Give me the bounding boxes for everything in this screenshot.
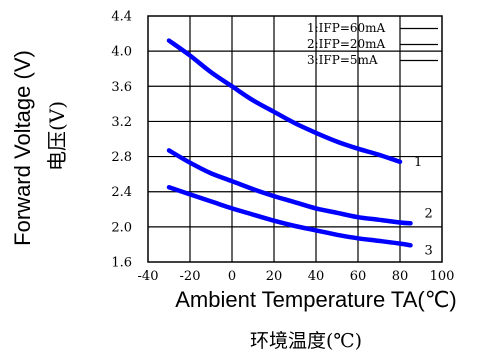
x-tick-label: 80 <box>392 269 409 284</box>
series-end-label-1: 1 <box>414 155 422 170</box>
series-line-3 <box>166 185 413 248</box>
y-axis-label-cn: 电压(V) <box>45 101 69 171</box>
series-end-labels: 1 2 3 <box>414 155 433 258</box>
axes: -40 -20 0 20 40 60 80 100 1.6 2.0 2.4 2.8 3.2 3.6 4.0 4… <box>111 10 454 285</box>
series-end-label-2: 2 <box>425 206 433 221</box>
legend-entry-label: 1:IFP=60mA <box>307 21 386 35</box>
x-tick-label: 0 <box>228 269 236 284</box>
series-line-2 <box>166 148 413 226</box>
y-tick-label: 3.2 <box>111 115 132 130</box>
y-tick-label: 4.4 <box>111 10 132 25</box>
legend-entry-label: 2:IFP=20mA <box>307 37 386 51</box>
x-tick-label: 100 <box>430 269 455 284</box>
legend: 1:IFP=60mA 2:IFP=20mA 3:IFP=5mA <box>307 21 438 67</box>
x-axis-label-cn: 环境温度(℃) <box>250 330 362 352</box>
series-end-label-3: 3 <box>425 243 433 258</box>
y-tick-label: 3.6 <box>111 80 132 95</box>
y-tick-label: 1.6 <box>111 256 132 271</box>
legend-entry-label: 3:IFP=5mA <box>307 53 378 67</box>
series-line-1 <box>166 38 403 165</box>
plot-frame <box>147 15 443 263</box>
x-tick-label: -40 <box>138 269 159 284</box>
y-tick-label: 4.0 <box>111 45 132 60</box>
y-axis-label: Forward Voltage (V) <box>10 50 35 246</box>
x-tick-label: 20 <box>266 269 283 284</box>
x-axis-label: Ambient Temperature TA(℃) <box>175 287 456 312</box>
y-tick-label: 2.8 <box>111 150 132 165</box>
x-tick-label: -20 <box>180 269 201 284</box>
x-tick-label: 40 <box>308 269 325 284</box>
x-tick-label: 60 <box>350 269 367 284</box>
y-tick-label: 2.4 <box>111 185 132 200</box>
y-tick-label: 2.0 <box>111 220 132 235</box>
series-lines <box>166 38 413 248</box>
